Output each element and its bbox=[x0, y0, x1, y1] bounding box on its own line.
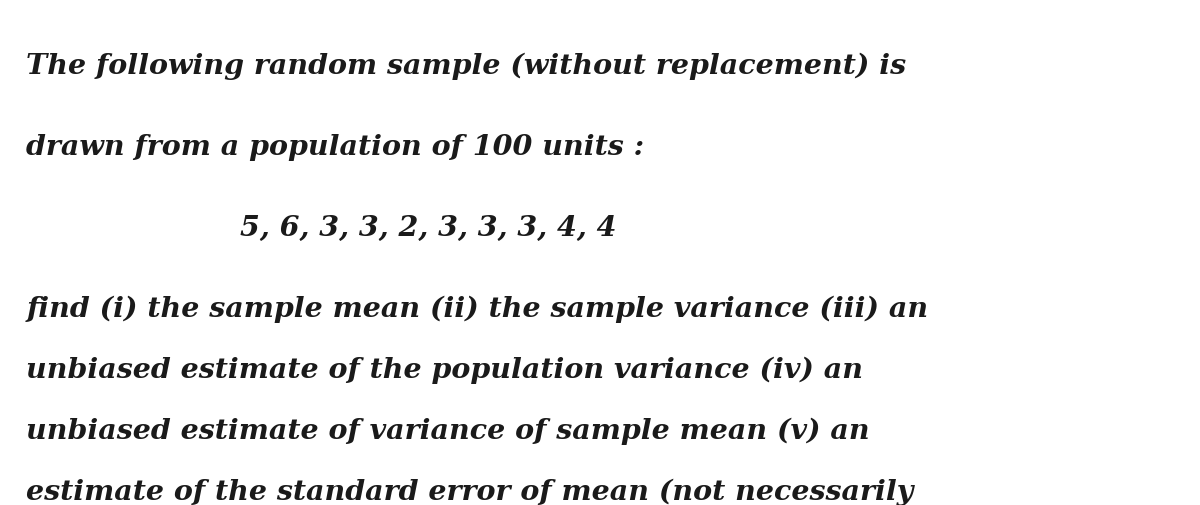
Text: The following random sample (without replacement) is: The following random sample (without rep… bbox=[26, 53, 906, 80]
Text: 5, 6, 3, 3, 2, 3, 3, 3, 4, 4: 5, 6, 3, 3, 2, 3, 3, 3, 4, 4 bbox=[240, 215, 617, 241]
Text: find (i) the sample mean (ii) the sample variance (iii) an: find (i) the sample mean (ii) the sample… bbox=[26, 295, 929, 323]
Text: estimate of the standard error of mean (not necessarily: estimate of the standard error of mean (… bbox=[26, 477, 913, 504]
Text: unbiased estimate of variance of sample mean (v) an: unbiased estimate of variance of sample … bbox=[26, 417, 870, 444]
Text: drawn from a population of 100 units :: drawn from a population of 100 units : bbox=[26, 134, 644, 161]
Text: unbiased estimate of the population variance (iv) an: unbiased estimate of the population vari… bbox=[26, 356, 864, 383]
